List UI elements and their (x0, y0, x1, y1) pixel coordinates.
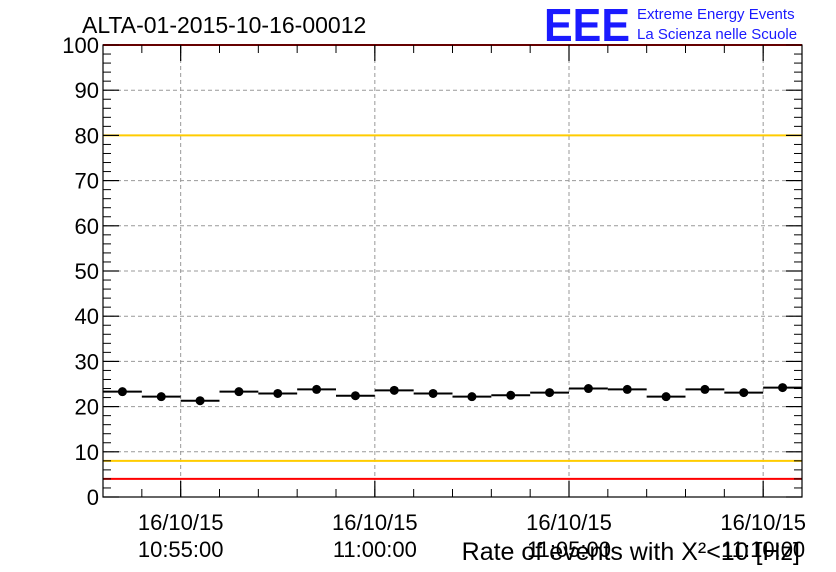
data-point (778, 383, 788, 393)
y-tick-label: 30 (75, 349, 99, 374)
data-point (389, 385, 399, 395)
data-point (739, 388, 749, 398)
y-tick-label: 100 (62, 33, 99, 58)
x-tick-label-time: 11:10:00 (721, 537, 805, 562)
data-point (312, 384, 322, 394)
logo-line-1: Extreme Energy Events (637, 6, 795, 23)
y-tick-label: 60 (75, 214, 99, 239)
data-point (117, 387, 127, 397)
data-point (700, 384, 710, 394)
y-tick-label: 70 (75, 169, 99, 194)
x-tick-label-time: 11:05:00 (527, 537, 611, 562)
y-tick-label: 90 (75, 78, 99, 103)
data-point (350, 391, 360, 401)
y-tick-label: 50 (75, 259, 99, 284)
data-series (103, 383, 802, 406)
data-point (428, 388, 438, 398)
data-point (273, 388, 283, 398)
data-point (195, 396, 205, 406)
y-tick-label: 0 (87, 485, 99, 510)
y-tick-label: 10 (75, 440, 99, 465)
grid (103, 45, 802, 497)
data-point (506, 390, 516, 400)
x-tick-label-date: 16/10/15 (138, 510, 224, 535)
y-tick-labels: 0 10 20 30 40 50 60 70 80 90 100 (62, 33, 99, 510)
x-tick-label-time: 11:00:00 (333, 537, 417, 562)
reference-lines (103, 44, 802, 480)
x-tick-label-time: 10:55:00 (138, 537, 224, 562)
data-point (583, 384, 593, 394)
x-tick-label-date: 16/10/15 (720, 510, 806, 535)
logo-line-2: La Scienza nelle Scuole (637, 26, 797, 43)
y-tick-label: 20 (75, 395, 99, 420)
data-point (234, 387, 244, 397)
data-point (467, 392, 477, 402)
data-point (661, 392, 671, 402)
data-point (545, 388, 555, 398)
x-axis-label: Rate of events with X²<10 [Hz] (462, 538, 800, 566)
axis-ticks (102, 44, 803, 498)
plot-frame (102, 44, 803, 498)
y-tick-label: 40 (75, 304, 99, 329)
data-point (156, 392, 166, 402)
data-point (622, 384, 632, 394)
logo-mark: EEE (544, 0, 630, 51)
x-tick-label-date: 16/10/15 (526, 510, 612, 535)
y-tick-label: 80 (75, 123, 99, 148)
chart-title: ALTA-01-2015-10-16-00012 (82, 12, 366, 38)
x-tick-label-date: 16/10/15 (332, 510, 418, 535)
x-tick-labels: 16/10/1510:55:0016/10/1511:00:0016/10/15… (138, 510, 806, 562)
eee-logo: EEE Extreme Energy Events La Scienza nel… (544, 0, 797, 51)
